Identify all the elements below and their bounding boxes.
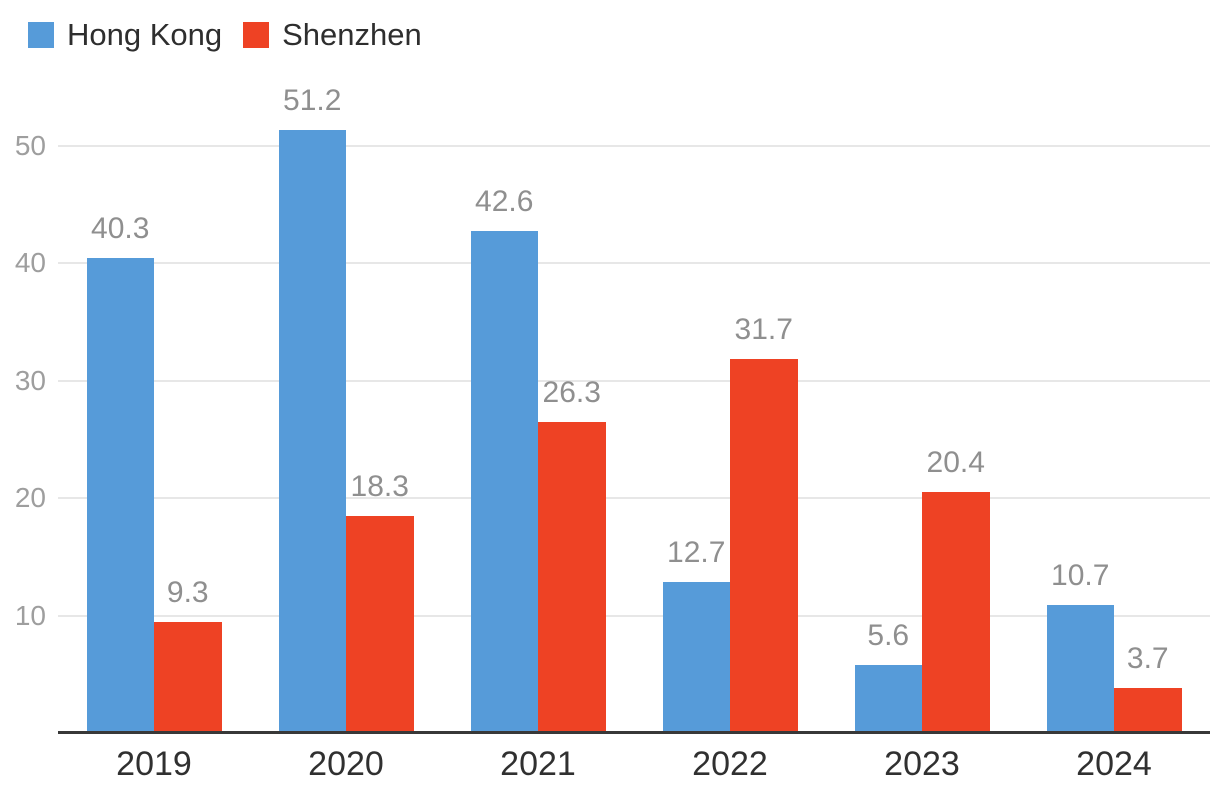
legend-swatch-shenzhen: [243, 21, 270, 48]
y-axis-tick-label: 20: [14, 482, 46, 514]
value-label-hong-kong-2021: 42.6: [475, 184, 534, 218]
gridline-30: [58, 379, 1210, 382]
value-label-hong-kong-2023: 5.6: [867, 619, 910, 653]
gridline-50: [58, 145, 1210, 147]
value-label-hong-kong-2022: 12.7: [667, 535, 726, 569]
x-axis-label-2019: 2019: [116, 745, 192, 783]
legend-label: Shenzhen: [282, 17, 422, 52]
bar-shenzhen-2021[interactable]: [538, 422, 606, 731]
value-label-hong-kong-2024: 10.7: [1051, 559, 1110, 593]
value-label-shenzhen-2024: 3.7: [1126, 641, 1169, 675]
bar-shenzhen-2020[interactable]: [346, 516, 414, 731]
value-label-shenzhen-2020: 18.3: [350, 470, 409, 504]
x-axis-label-2020: 2020: [308, 745, 384, 783]
chart-legend: Hong Kong Shenzhen: [28, 19, 422, 50]
x-axis-line: [58, 731, 1210, 734]
bar-hong-kong-2020[interactable]: [278, 129, 346, 731]
gridline-20: [58, 497, 1210, 500]
bar-shenzhen-2019[interactable]: [154, 621, 222, 731]
value-label-hong-kong-2020: 51.2: [283, 83, 342, 117]
legend-swatch-hong-kong: [28, 21, 54, 48]
y-axis-tick-label: 10: [14, 599, 46, 631]
x-axis-label-2021: 2021: [500, 745, 576, 783]
bar-hong-kong-2023[interactable]: [854, 665, 922, 731]
bar-shenzhen-2024[interactable]: [1114, 687, 1182, 731]
bar-shenzhen-2023[interactable]: [922, 491, 990, 731]
value-label-shenzhen-2019: 9.3: [166, 575, 209, 609]
y-axis-tick-label: 40: [14, 247, 46, 279]
bar-hong-kong-2019[interactable]: [86, 257, 154, 731]
legend-item-hong-kong[interactable]: Hong Kong: [28, 19, 222, 50]
bar-hong-kong-2024[interactable]: [1046, 605, 1114, 731]
value-label-shenzhen-2021: 26.3: [542, 376, 601, 410]
y-axis-tick-label: 50: [14, 130, 46, 161]
value-label-shenzhen-2023: 20.4: [926, 445, 985, 479]
legend-item-shenzhen[interactable]: Shenzhen: [243, 19, 422, 50]
x-axis-label-2023: 2023: [884, 745, 960, 783]
bar-hong-kong-2022[interactable]: [662, 581, 730, 731]
gridline-10: [58, 614, 1210, 617]
value-label-shenzhen-2022: 31.7: [734, 312, 793, 346]
x-axis-label-2022: 2022: [692, 745, 768, 783]
value-label-hong-kong-2019: 40.3: [91, 211, 150, 245]
gridline-40: [58, 262, 1210, 265]
bar-shenzhen-2022[interactable]: [730, 358, 798, 731]
legend-label: Hong Kong: [67, 17, 223, 52]
y-axis-tick-label: 30: [14, 364, 46, 396]
x-axis-label-2024: 2024: [1076, 745, 1152, 783]
bar-hong-kong-2021[interactable]: [470, 230, 538, 731]
